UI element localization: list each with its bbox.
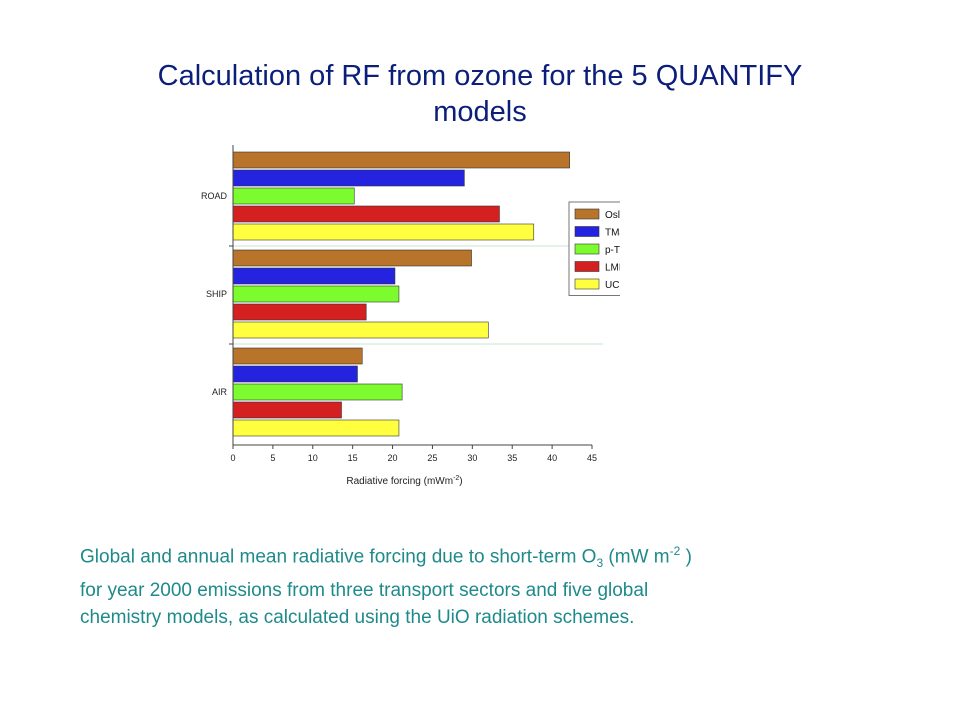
legend-swatch-tm4 bbox=[574, 226, 600, 237]
slide-title-line2: models bbox=[433, 96, 527, 128]
x-tick-label: 15 bbox=[348, 453, 358, 463]
legend-label-p-tomcat: p-TOMCAT bbox=[605, 245, 620, 256]
bar-road-lmdz-inca bbox=[232, 205, 500, 223]
caption-line1-b: (mW m bbox=[603, 546, 670, 568]
bar-ship-tm4 bbox=[232, 267, 396, 285]
slide-title-line1: Calculation of RF from ozone for the 5 Q… bbox=[157, 60, 803, 92]
radiative-forcing-bar-chart: ROAD SHIP AIR 0 5 10 15 20 25 30 35 40 45 Radiative f… bbox=[201, 145, 620, 487]
x-axis-label: Radiative forcing (mWm-2) bbox=[346, 475, 462, 487]
bar-air-oslo-ctm2 bbox=[232, 347, 363, 365]
bar-road-p-tomcat bbox=[232, 187, 355, 205]
x-tick-label: 20 bbox=[388, 453, 398, 463]
legend-label-oslo-ctm2: Oslo CTM2 bbox=[605, 210, 620, 221]
legend-label-tm4: TM4 bbox=[605, 228, 620, 239]
caption-line1-sup: -2 bbox=[669, 544, 681, 558]
caption-line2: for year 2000 emissions from three trans… bbox=[80, 580, 649, 602]
legend-label-uci: UCI bbox=[605, 280, 620, 291]
x-tick-label: 10 bbox=[308, 453, 318, 463]
legend-swatch-oslo-ctm2 bbox=[574, 208, 600, 220]
bars-group bbox=[232, 151, 570, 437]
caption-line3: chemistry models, as calculated using th… bbox=[80, 607, 635, 629]
caption-line1-c: ) bbox=[680, 546, 692, 568]
legend-swatch-p-tomcat bbox=[574, 243, 600, 255]
y-tick-label-ship: SHIP bbox=[206, 289, 227, 299]
x-tick-label: 5 bbox=[270, 453, 275, 463]
bar-ship-oslo-ctm2 bbox=[232, 249, 472, 267]
y-tick-label-road: ROAD bbox=[201, 191, 228, 201]
figure-caption: Global and annual mean radiative forcing… bbox=[80, 538, 900, 631]
bar-ship-p-tomcat bbox=[232, 285, 400, 303]
legend-swatch-lmdz-inca bbox=[574, 261, 600, 272]
bar-air-tm4 bbox=[232, 365, 358, 383]
x-tick-label: 35 bbox=[507, 453, 517, 463]
bar-ship-uci bbox=[232, 321, 489, 339]
x-tick-label: 45 bbox=[587, 453, 597, 463]
slide-title: Calculation of RF from ozone for the 5 Q… bbox=[90, 58, 870, 130]
caption-line1: Global and annual mean radiative forcing… bbox=[80, 538, 900, 577]
bar-air-uci bbox=[232, 419, 400, 437]
caption-line1-sub: 3 bbox=[596, 556, 604, 571]
caption-line1-a: Global and annual mean radiative forcing… bbox=[80, 546, 597, 568]
axes-group: ROAD SHIP AIR 0 5 10 15 20 25 30 35 40 45 Radiative f… bbox=[201, 145, 603, 487]
y-tick-label-air: AIR bbox=[212, 387, 228, 397]
x-tick-label: 0 bbox=[230, 453, 235, 463]
bar-road-tm4 bbox=[232, 169, 465, 187]
legend-swatch-uci bbox=[574, 278, 600, 290]
bar-air-lmdz-inca bbox=[232, 401, 342, 419]
bar-ship-lmdz-inca bbox=[232, 303, 367, 321]
bar-road-oslo-ctm2 bbox=[232, 151, 570, 169]
bar-road-uci bbox=[232, 223, 535, 241]
x-tick-label: 40 bbox=[547, 453, 557, 463]
x-tick-label: 30 bbox=[467, 453, 477, 463]
x-tick-label: 25 bbox=[427, 453, 437, 463]
legend: Oslo CTM2 TM4 p-TOMCAT LMDz-INCA UCI bbox=[568, 201, 620, 296]
legend-label-lmdz-inca: LMDz-INCA bbox=[605, 263, 620, 274]
bar-air-p-tomcat bbox=[232, 383, 403, 401]
